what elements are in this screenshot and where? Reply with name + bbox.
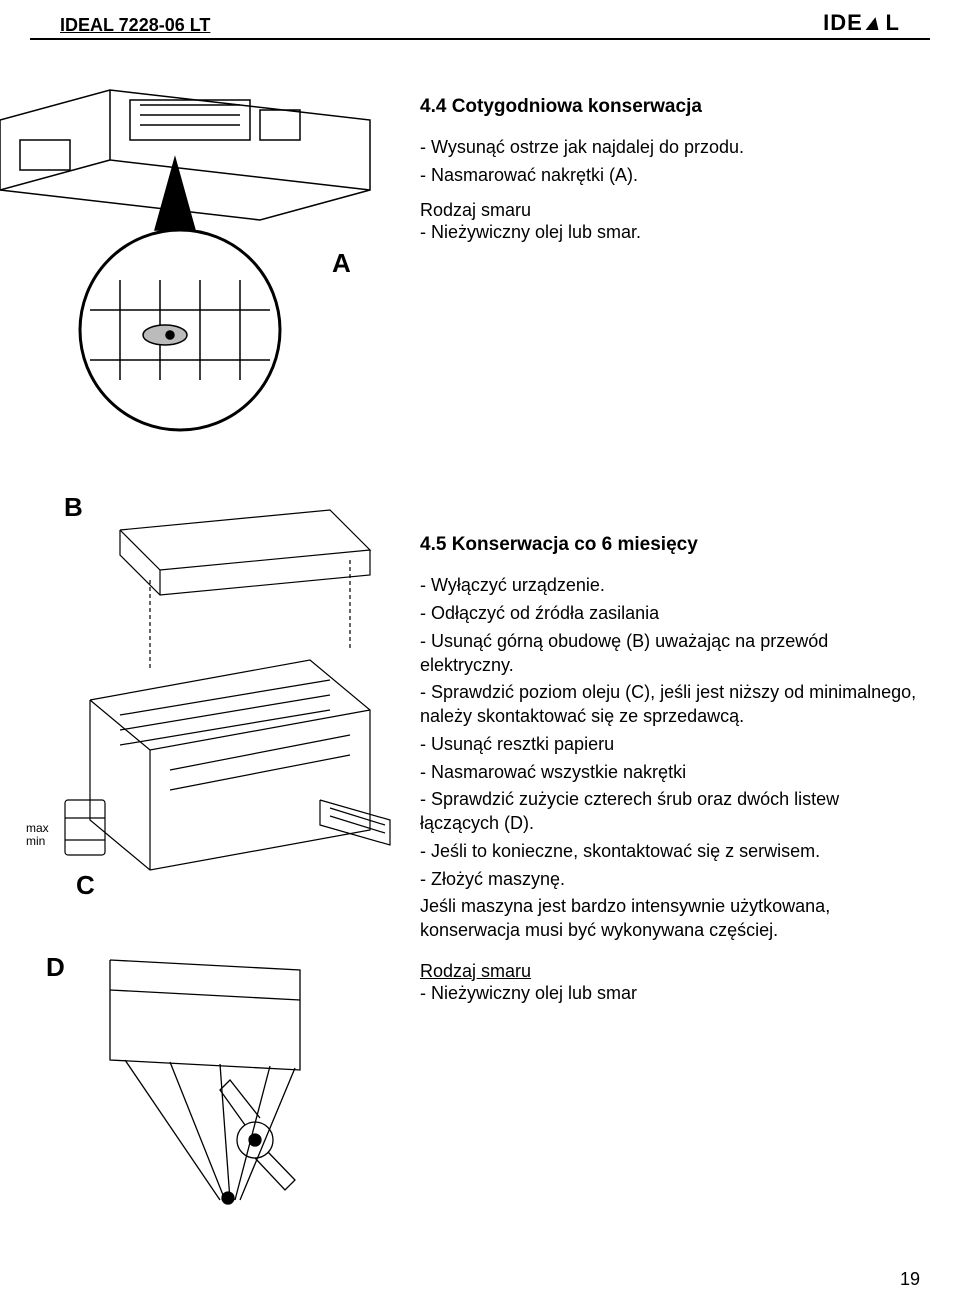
section2-bullets: - Wyłączyć urządzenie. - Odłączyć od źró… — [420, 574, 920, 943]
label-d: D — [46, 952, 65, 983]
section1-title: 4.4 Cotygodniowa konserwacja — [420, 96, 920, 118]
s1-bullet: - Wysunąć ostrze jak najdalej do przodu. — [420, 136, 920, 160]
label-c: C — [76, 870, 95, 901]
s2-bullet: - Sprawdzić zużycie czterech śrub oraz d… — [420, 788, 920, 836]
min-label: min — [26, 835, 49, 848]
page-header: IDEAL 7228-06 LT IDE▲L — [30, 0, 930, 40]
oil-level-labels: max min — [26, 822, 49, 848]
model-label: IDEAL 7228-06 LT — [60, 15, 210, 36]
label-b: B — [64, 492, 83, 523]
s2-bullet: - Wyłączyć urządzenie. — [420, 574, 920, 598]
label-a: A — [332, 248, 351, 279]
figure-bc-diagram — [30, 500, 400, 920]
s2-bullet: - Jeśli to konieczne, skontaktować się z… — [420, 840, 920, 864]
section1-bullets: - Wysunąć ostrze jak najdalej do przodu.… — [420, 136, 920, 188]
section1-lubricant: Rodzaj smaru - Nieżywiczny olej lub smar… — [420, 200, 920, 245]
section2: 4.5 Konserwacja co 6 miesięcy - Wyłączyć… — [420, 534, 920, 1005]
section2-lubricant: Rodzaj smaru - Nieżywiczny olej lub smar — [420, 961, 920, 1006]
s2-bullet: - Usunąć resztki papieru — [420, 733, 920, 757]
s2-bullet: - Sprawdzić poziom oleju (C), jeśli jest… — [420, 681, 920, 729]
lubricant-head: Rodzaj smaru — [420, 200, 920, 221]
lubricant-text: - Nieżywiczny olej lub smar. — [420, 221, 920, 245]
s2-bullet: Jeśli maszyna jest bardzo intensywnie uż… — [420, 895, 920, 943]
brand-logo: IDE▲L — [823, 10, 900, 36]
s2-bullet: - Usunąć górną obudowę (B) uważając na p… — [420, 630, 920, 678]
lubricant-head: Rodzaj smaru — [420, 961, 920, 982]
s1-bullet: - Nasmarować nakrętki (A). — [420, 164, 920, 188]
s2-bullet: - Nasmarować wszystkie nakrętki — [420, 761, 920, 785]
s2-bullet: - Złożyć maszynę. — [420, 868, 920, 892]
s2-bullet: - Odłączyć od źródła zasilania — [420, 602, 920, 626]
page-number: 19 — [900, 1269, 920, 1290]
figure-d-diagram — [80, 940, 340, 1220]
section2-title: 4.5 Konserwacja co 6 miesięcy — [420, 534, 920, 556]
text-column: 4.4 Cotygodniowa konserwacja - Wysunąć o… — [420, 96, 920, 1018]
lubricant-text: - Nieżywiczny olej lub smar — [420, 982, 920, 1006]
